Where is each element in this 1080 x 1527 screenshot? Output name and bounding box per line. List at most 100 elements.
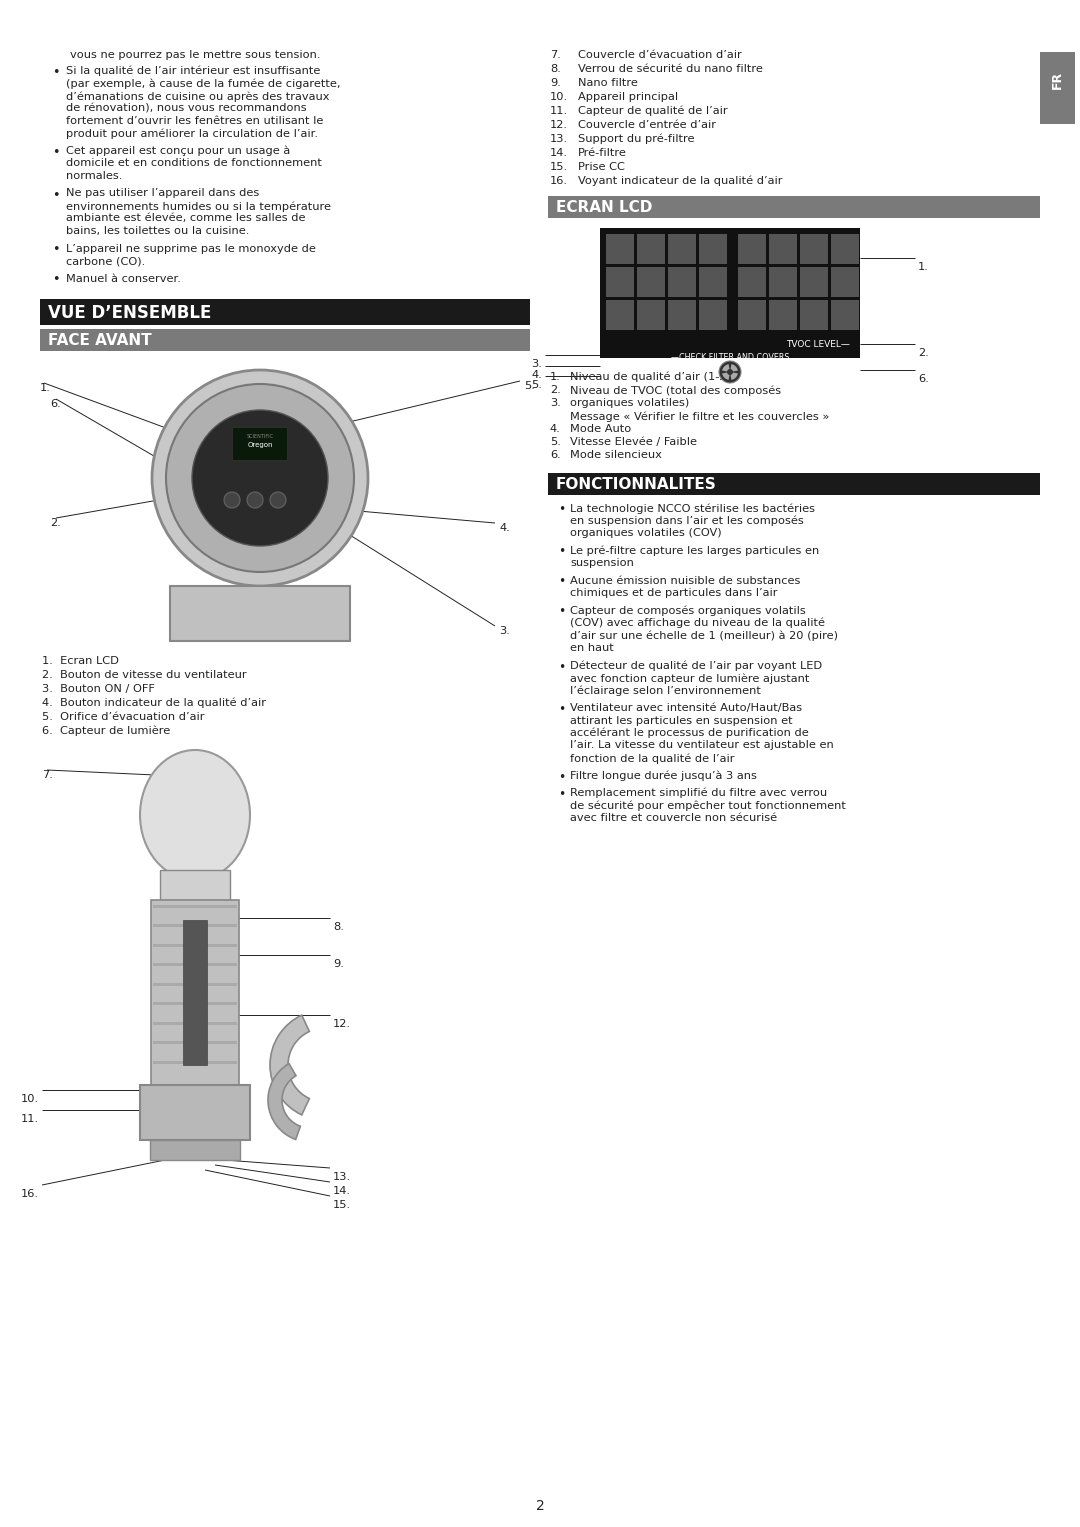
Bar [160,870,230,899]
Text: •: • [52,273,59,287]
Text: 14.: 14. [550,148,568,157]
Bar [153,983,237,986]
Text: Oregon: Oregon [247,441,273,447]
Text: 10.: 10. [21,1093,39,1104]
Text: SILENT—: SILENT— [789,366,831,376]
Text: 4.  Bouton indicateur de la qualité d’air: 4. Bouton indicateur de la qualité d’air [42,698,266,709]
Bar [40,328,530,351]
Text: Mode Auto: Mode Auto [570,425,631,434]
Bar [738,267,766,296]
Text: •: • [558,502,565,516]
Text: 9.: 9. [550,78,561,89]
Text: 6.  Capteur de lumière: 6. Capteur de lumière [42,725,171,736]
Text: •: • [558,606,565,618]
Text: •: • [558,788,565,802]
Circle shape [224,492,240,508]
Text: avec filtre et couvercle non sécurisé: avec filtre et couvercle non sécurisé [570,812,778,823]
Text: VUE D’ENSEMBLE: VUE D’ENSEMBLE [48,304,212,322]
Text: •: • [52,188,59,202]
Text: 7.: 7. [550,50,561,60]
Text: 1.  Ecran LCD: 1. Ecran LCD [42,657,119,666]
Wedge shape [723,373,730,380]
Text: •: • [558,771,565,783]
Circle shape [719,360,741,383]
Text: Capteur de composés organiques volatils: Capteur de composés organiques volatils [570,606,806,615]
Text: 4.: 4. [531,370,542,380]
Text: 8.: 8. [333,922,343,931]
Text: 6.: 6. [550,450,561,460]
Text: 6.: 6. [918,374,929,383]
Bar [637,299,665,330]
Text: •: • [558,576,565,588]
Bar [738,299,766,330]
Text: d’air sur une échelle de 1 (meilleur) à 20 (pire): d’air sur une échelle de 1 (meilleur) à … [570,631,838,641]
Bar [831,234,859,264]
Text: 5.: 5. [524,382,535,391]
Text: organiques volatiles (COV): organiques volatiles (COV) [570,528,721,538]
Text: 11.: 11. [550,105,568,116]
Bar [170,586,350,641]
Text: Verrou de sécurité du nano filtre: Verrou de sécurité du nano filtre [578,64,762,73]
Bar [669,234,696,264]
Text: AUTO: AUTO [616,366,640,376]
Circle shape [152,370,368,586]
Bar [669,267,696,296]
Circle shape [727,370,733,376]
Wedge shape [270,1015,309,1115]
Text: Message « Vérifier le filtre et les couvercles »: Message « Vérifier le filtre et les couv… [570,411,829,421]
Wedge shape [723,363,730,373]
Bar [153,964,237,967]
Bar [600,228,860,357]
Text: Vitesse Elevée / Faible: Vitesse Elevée / Faible [570,437,697,447]
Text: l’air. La vitesse du ventilateur est ajustable en: l’air. La vitesse du ventilateur est aju… [570,741,834,750]
Text: 5.: 5. [531,380,542,389]
Wedge shape [730,373,738,380]
Bar [738,234,766,264]
Bar [548,473,1040,495]
Text: 1.: 1. [918,263,929,272]
Text: Niveau de TVOC (total des composés: Niveau de TVOC (total des composés [570,385,781,395]
Text: fortement d’ouvrir les fenêtres en utilisant le: fortement d’ouvrir les fenêtres en utili… [66,116,323,127]
Text: (COV) avec affichage du niveau de la qualité: (COV) avec affichage du niveau de la qua… [570,618,825,629]
Bar [153,1002,237,1005]
Text: de rénovation), nous vous recommandons: de rénovation), nous vous recommandons [66,104,307,113]
Text: 13.: 13. [333,1173,351,1182]
Text: SCIENTIFIC: SCIENTIFIC [246,434,273,438]
Text: Pré-filtre: Pré-filtre [578,148,626,157]
Circle shape [247,492,264,508]
Text: vous ne pourrez pas le mettre sous tension.: vous ne pourrez pas le mettre sous tensi… [70,50,321,60]
Circle shape [270,492,286,508]
Bar [831,267,859,296]
Text: ambiante est élevée, comme les salles de: ambiante est élevée, comme les salles de [66,214,306,223]
Bar [606,299,634,330]
Circle shape [192,411,328,547]
Text: environnements humides ou si la température: environnements humides ou si la températ… [66,202,330,212]
Text: Prise CC: Prise CC [578,162,625,173]
Text: de sécurité pour empêcher tout fonctionnement: de sécurité pour empêcher tout fonctionn… [570,800,846,811]
Text: 16.: 16. [21,1190,39,1199]
Text: La technologie NCCO stérilise les bactéries: La technologie NCCO stérilise les bactér… [570,502,815,513]
Text: Cet appareil est conçu pour un usage à: Cet appareil est conçu pour un usage à [66,147,291,156]
Text: bains, les toilettes ou la cuisine.: bains, les toilettes ou la cuisine. [66,226,249,237]
Bar [769,234,797,264]
Text: FR: FR [1051,70,1064,89]
Text: ECRAN LCD: ECRAN LCD [556,200,652,215]
Text: 6.: 6. [50,399,60,409]
Text: domicile et en conditions de fonctionnement: domicile et en conditions de fonctionnem… [66,159,322,168]
Bar [800,234,828,264]
Text: Si la qualité de l’air intérieur est insuffisante: Si la qualité de l’air intérieur est ins… [66,66,321,76]
Text: Couvercle d’évacuation d’air: Couvercle d’évacuation d’air [578,50,742,60]
Text: 2.  Bouton de vitesse du ventilateur: 2. Bouton de vitesse du ventilateur [42,670,246,680]
Text: Capteur de qualité de l’air: Capteur de qualité de l’air [578,105,728,116]
Bar [699,299,727,330]
Text: 12.: 12. [550,121,568,130]
Text: normales.: normales. [66,171,122,182]
Text: 12.: 12. [333,1019,351,1029]
Text: TVOC LEVEL—: TVOC LEVEL— [786,341,850,350]
Text: —CHECK FILTER AND COVERS: —CHECK FILTER AND COVERS [671,353,789,362]
Text: Niveau de qualité d’air (1-20): Niveau de qualité d’air (1-20) [570,373,738,382]
Text: •: • [558,545,565,559]
Text: d’émanations de cuisine ou après des travaux: d’émanations de cuisine ou après des tra… [66,92,329,101]
Text: 10.: 10. [550,92,568,102]
Text: 1.: 1. [40,383,51,392]
